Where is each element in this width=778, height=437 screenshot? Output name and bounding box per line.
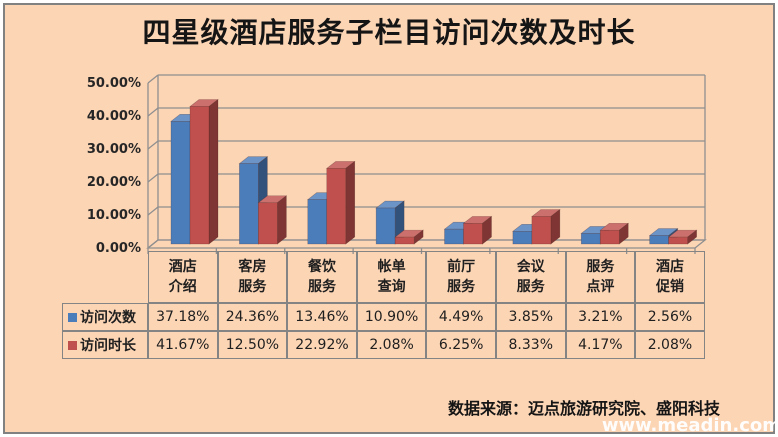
value-cell: 10.90% <box>356 303 427 331</box>
table-corner-cell <box>62 251 148 303</box>
data-source-note: 数据来源：迈点旅游研究院、盛阳科技 <box>447 399 720 418</box>
bar-side-s1-c2 <box>345 160 356 245</box>
bar-s1-c0 <box>189 106 210 245</box>
series-name: 访问时长 <box>80 338 136 354</box>
bar-side-s1-c0 <box>208 98 219 245</box>
value-cell: 3.21% <box>565 303 636 331</box>
watermark: www.meadin.com <box>601 415 778 436</box>
bar-s1-c7 <box>668 236 688 245</box>
category-header: 帐单 查询 <box>356 251 427 303</box>
bar-side-s1-c1 <box>277 195 287 245</box>
category-header: 会议 服务 <box>495 251 566 303</box>
value-cell: 12.50% <box>217 331 288 359</box>
y-axis-label: 50.00% <box>87 76 141 91</box>
category-header: 酒店 介绍 <box>148 251 218 303</box>
y-axis-label: 10.00% <box>87 208 141 223</box>
value-cell: 6.25% <box>426 331 496 359</box>
bar-s1-c2 <box>326 168 347 245</box>
y-axis-label: 40.00% <box>87 109 141 124</box>
category-header: 酒店 促销 <box>635 251 705 303</box>
bar-s0-c0 <box>170 121 191 245</box>
value-cell: 24.36% <box>217 303 288 331</box>
floor-plane <box>146 239 707 249</box>
bar-s1-c5 <box>531 216 552 245</box>
legend-swatch <box>68 312 77 322</box>
bar-s0-c5 <box>512 230 533 245</box>
value-cell: 4.49% <box>426 303 496 331</box>
category-header: 前厅 服务 <box>426 251 496 303</box>
bar-s0-c3 <box>375 207 396 245</box>
y-tick-connector <box>147 107 159 117</box>
y-tick-connector <box>147 140 159 150</box>
value-cell: 2.08% <box>356 331 427 359</box>
bar-s1-c6 <box>599 229 620 245</box>
value-cell: 8.33% <box>495 331 566 359</box>
bar-s1-c3 <box>394 236 415 245</box>
bar-s1-c1 <box>258 202 278 245</box>
y-axis-label: 0.00% <box>96 241 141 256</box>
value-cell: 22.92% <box>287 331 357 359</box>
category-header: 餐饮 服务 <box>287 251 357 303</box>
bar-s0-c7 <box>649 235 669 245</box>
bar-s0-c6 <box>580 233 601 245</box>
chart-title: 四星级酒店服务子栏目访问次数及时长 <box>142 16 636 49</box>
value-cell: 2.56% <box>635 303 705 331</box>
legend-cell: 访问时长 <box>62 331 148 359</box>
value-cell: 3.85% <box>495 303 566 331</box>
category-header: 客房 服务 <box>217 251 288 303</box>
bar-s0-c1 <box>239 163 259 245</box>
value-cell: 41.67% <box>148 331 218 359</box>
value-cell: 2.08% <box>635 331 705 359</box>
y-axis-label: 30.00% <box>87 142 141 157</box>
data-table: 酒店 介绍 客房 服务 餐饮 服务 帐单 查询 前厅 服务 会议 服务 服务 点评 酒店 促销… <box>62 251 705 359</box>
y-axis-label: 20.00% <box>87 175 141 190</box>
value-cell: 37.18% <box>148 303 218 331</box>
category-header: 服务 点评 <box>565 251 636 303</box>
y-tick-connector <box>147 74 159 84</box>
series-name: 访问次数 <box>80 310 136 326</box>
bar-s0-c2 <box>307 199 328 245</box>
bar-s1-c4 <box>463 223 483 245</box>
legend-swatch <box>68 340 77 350</box>
value-cell: 4.17% <box>565 331 636 359</box>
y-tick-connector <box>147 173 159 183</box>
value-cell: 13.46% <box>287 303 357 331</box>
y-tick-connector <box>147 206 159 216</box>
bar-s0-c4 <box>444 228 464 245</box>
legend-cell: 访问次数 <box>62 303 148 331</box>
